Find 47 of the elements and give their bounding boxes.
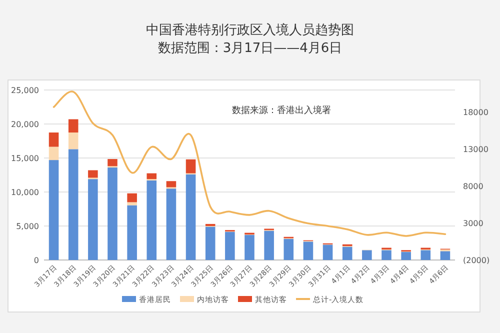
bar xyxy=(166,181,176,188)
bar xyxy=(225,232,235,260)
y2-tick-label: (2000) xyxy=(463,256,490,265)
bar xyxy=(48,132,59,147)
bar xyxy=(166,188,176,260)
bar xyxy=(205,226,216,260)
y-tick-label: 20,000 xyxy=(11,120,39,129)
y-tick-label: 0 xyxy=(34,256,39,265)
bar xyxy=(48,160,59,260)
bar xyxy=(401,252,411,260)
bar xyxy=(146,173,157,180)
bar xyxy=(420,250,431,260)
bar xyxy=(440,251,450,260)
y-tick-label: 25,000 xyxy=(11,86,39,95)
chart-title: 中国香港特别行政区入境人员趋势图 xyxy=(146,22,354,38)
bar xyxy=(68,119,78,132)
bar xyxy=(68,132,78,150)
bar xyxy=(186,174,196,260)
bar xyxy=(127,205,137,260)
bar xyxy=(68,149,78,260)
bar xyxy=(88,179,98,260)
bar xyxy=(303,242,314,260)
bar xyxy=(284,238,294,260)
bar xyxy=(127,202,137,206)
y2-tick-label: 3000 xyxy=(463,219,484,228)
bar xyxy=(342,246,352,260)
bar xyxy=(362,250,372,260)
y-tick-label: 10,000 xyxy=(11,188,39,197)
y2-tick-label: 18000 xyxy=(463,108,488,118)
bar xyxy=(108,159,118,166)
y2-tick-label: 8000 xyxy=(463,182,484,192)
bar xyxy=(127,193,137,202)
bar xyxy=(88,170,98,178)
bar xyxy=(146,180,157,260)
line-series xyxy=(52,90,446,237)
bar xyxy=(108,168,118,260)
bar xyxy=(322,244,333,260)
annotation: 数据来源：香港出入境署 xyxy=(232,105,331,116)
bar xyxy=(244,234,254,260)
bar xyxy=(186,159,196,174)
bar xyxy=(48,146,59,160)
y2-tick-label: 13000 xyxy=(463,145,488,154)
y-tick-label: 15,000 xyxy=(11,154,39,163)
bar xyxy=(264,230,274,260)
chart-subtitle: 数据范围：3月17日——4月6日 xyxy=(158,41,342,56)
bar xyxy=(382,250,392,260)
y-tick-label: 5,000 xyxy=(16,222,39,231)
